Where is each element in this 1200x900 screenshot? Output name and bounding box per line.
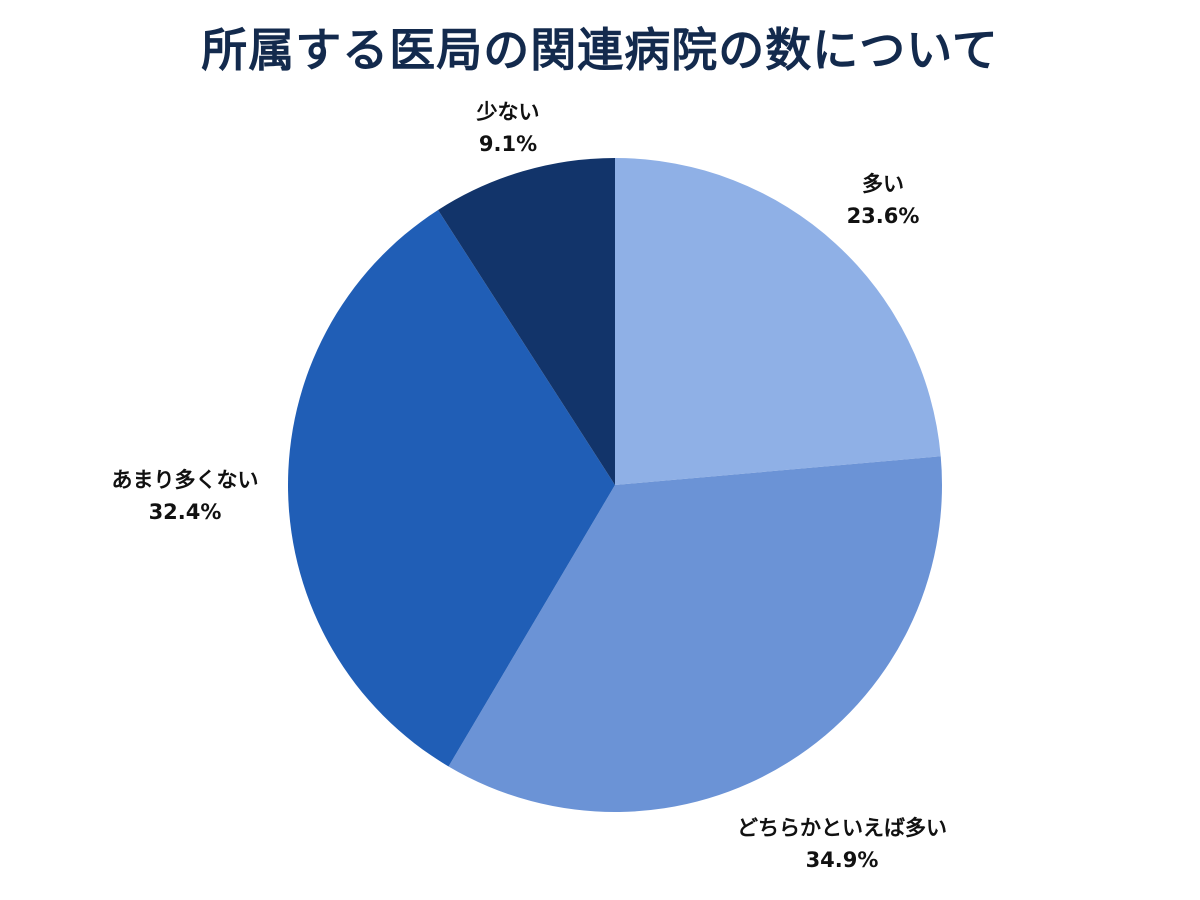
label-few: 少ない 9.1% — [477, 96, 540, 160]
pie-slice — [288, 210, 615, 767]
label-many: 多い 23.6% — [847, 168, 920, 232]
label-few-value: 9.1% — [478, 132, 538, 156]
label-somewhat-many-value: 34.9% — [805, 848, 879, 872]
label-somewhat-many: どちらかといえば多い 34.9% — [737, 812, 947, 876]
label-not-many: あまり多くない 32.4% — [112, 464, 259, 528]
label-not-many-value: 32.4% — [148, 500, 222, 524]
pie-slice — [438, 158, 615, 485]
label-somewhat-many-name: どちらかといえば多い — [737, 816, 947, 840]
label-few-name: 少ない — [476, 100, 540, 124]
label-many-name: 多い — [861, 172, 904, 196]
pie-slice — [615, 158, 941, 485]
pie-slice — [448, 456, 943, 813]
chart-title: 所属する医局の関連病院の数について — [201, 23, 999, 77]
label-many-value: 23.6% — [846, 204, 920, 228]
label-not-many-name: あまり多くない — [111, 468, 259, 492]
